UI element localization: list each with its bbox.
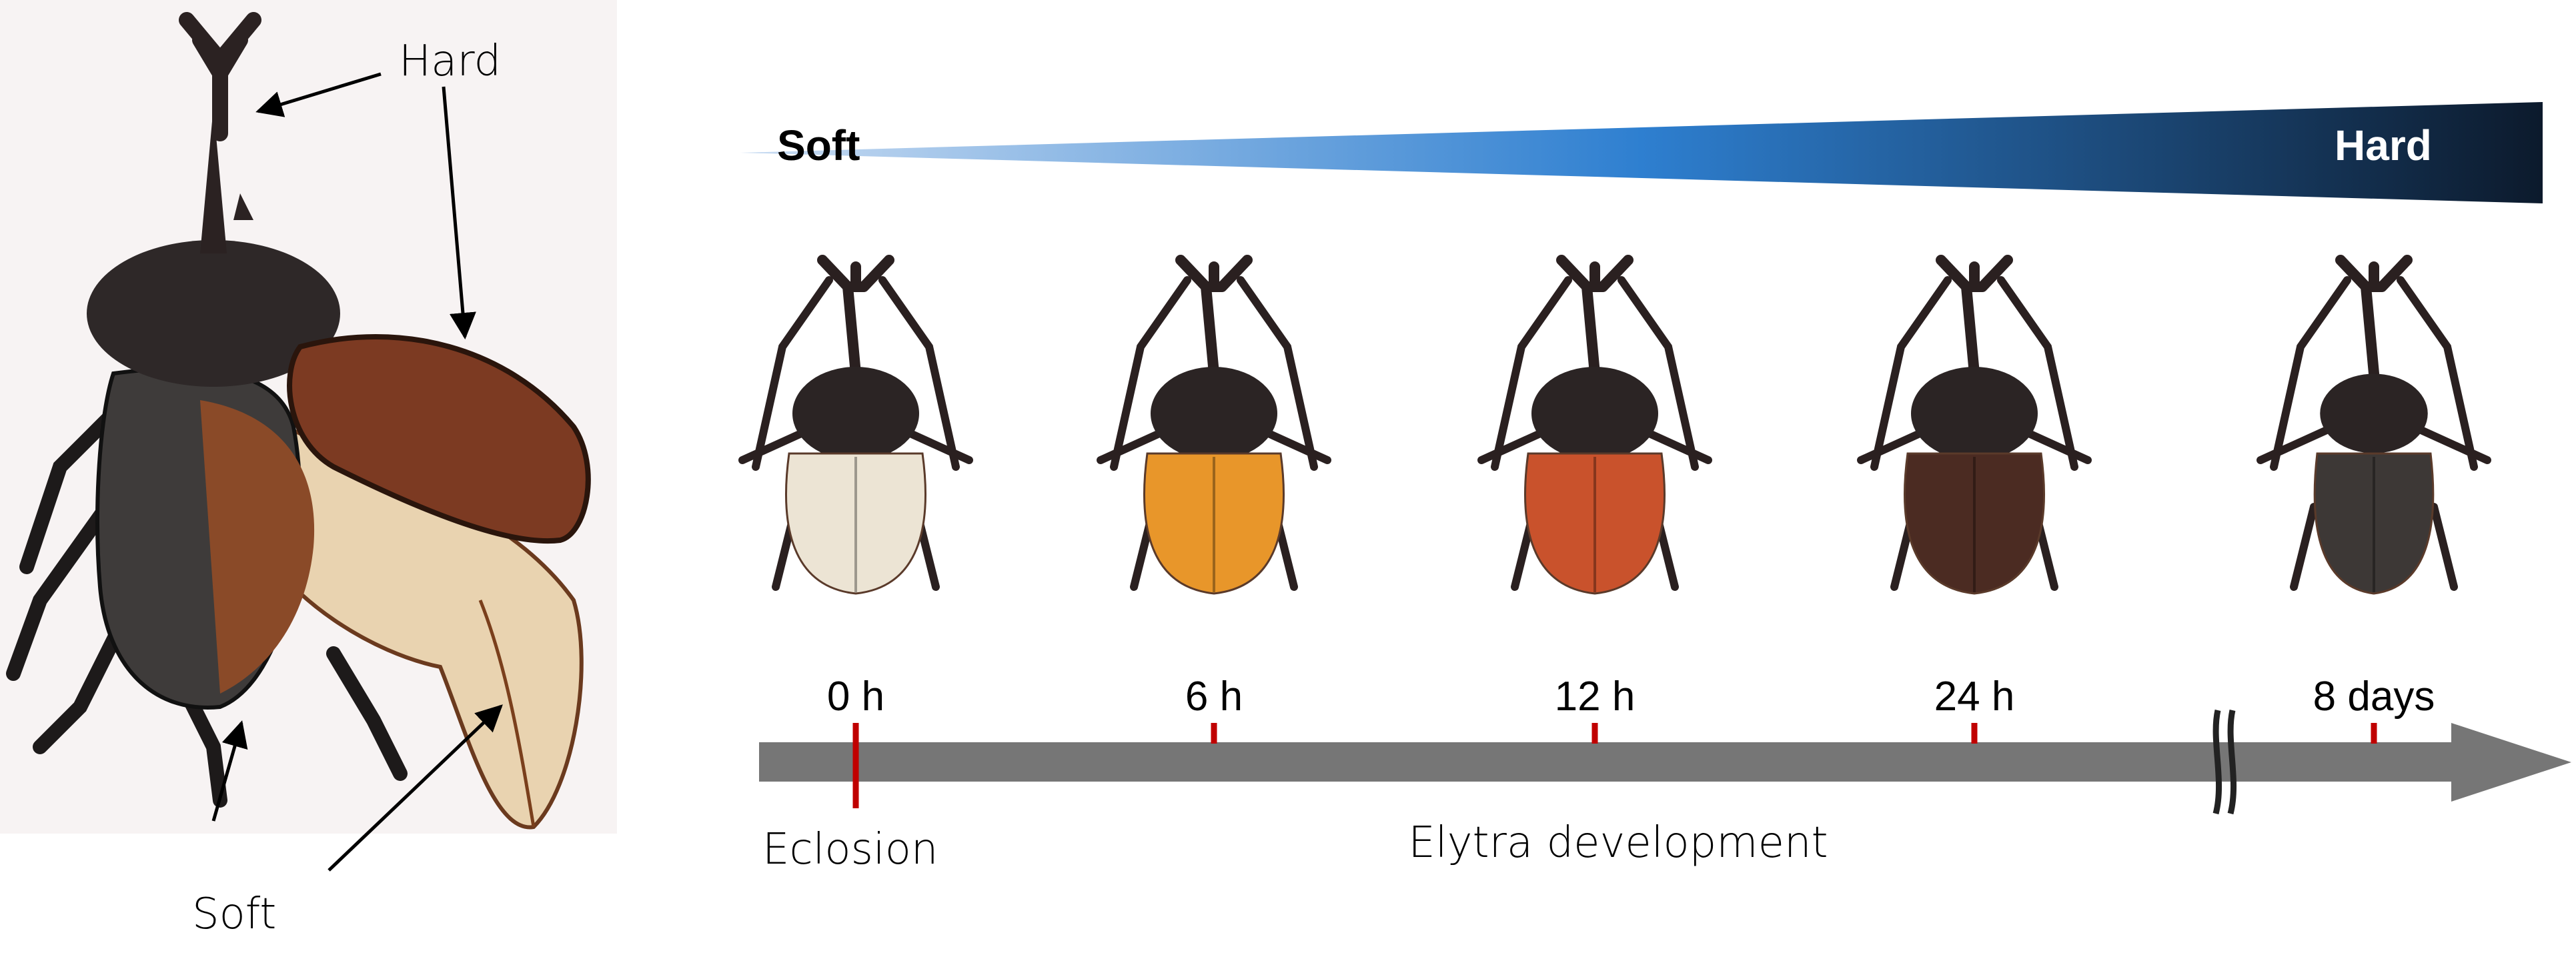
beetle-horn xyxy=(1556,255,1634,379)
timeline-arrow xyxy=(759,723,2571,802)
beetle-elytra xyxy=(1524,452,1666,595)
beetle-elytra xyxy=(785,452,926,595)
elytra-development-label: Elytra development xyxy=(1408,818,1828,868)
beetle-horn xyxy=(817,255,894,379)
beetle-photo xyxy=(1857,255,2092,595)
hardness-wedge xyxy=(740,102,2543,203)
timeline: 0 h 6 h 12 h 24 h 8 days Eclosion Elytra dev… xyxy=(759,674,2571,874)
beetle-elytra xyxy=(1143,452,1285,595)
hardness-gradient-bar: Soft Hard xyxy=(740,102,2543,203)
beetle-horn xyxy=(2335,255,2413,379)
beetle-photo xyxy=(1477,255,1712,595)
left-panel: Hard Soft xyxy=(0,0,617,939)
beetle-photo xyxy=(1097,255,1331,595)
time-point-label: 8 days xyxy=(2313,674,2435,720)
time-point-label: 24 h xyxy=(1934,674,2015,720)
beetle-legs xyxy=(738,276,973,591)
beetle-legs xyxy=(1477,276,1712,591)
beetle-legs xyxy=(2257,276,2491,591)
beetle-pronotum xyxy=(792,367,919,460)
time-point-label: 0 h xyxy=(827,674,884,720)
soft-end-label: Soft xyxy=(777,121,860,169)
beetle-photo xyxy=(2257,255,2491,595)
axis-break-icon xyxy=(2212,710,2237,815)
beetle-elytra xyxy=(2313,452,2435,595)
beetle-pronotum xyxy=(1151,367,1277,460)
beetle-pronotum xyxy=(1911,367,2038,460)
beetle-horn xyxy=(1936,255,2013,379)
hard-label: Hard xyxy=(399,37,501,86)
time-point-label: 12 h xyxy=(1555,674,1636,720)
beetle-horn xyxy=(1175,255,1253,379)
hard-end-label: Hard xyxy=(2335,121,2432,169)
beetle-pronotum xyxy=(2320,373,2428,453)
pointer-arrows xyxy=(211,72,503,872)
time-point-label: 6 h xyxy=(1185,674,1243,720)
beetle-photo xyxy=(738,255,973,595)
eclosion-label: Eclosion xyxy=(762,825,938,874)
beetle-elytra xyxy=(1904,452,2045,595)
beetle-photo-series xyxy=(738,255,2491,595)
beetle-legs xyxy=(1097,276,1331,591)
beetle-legs xyxy=(1857,276,2092,591)
beetle-pronotum xyxy=(1531,367,1658,460)
soft-label: Soft xyxy=(192,890,276,939)
